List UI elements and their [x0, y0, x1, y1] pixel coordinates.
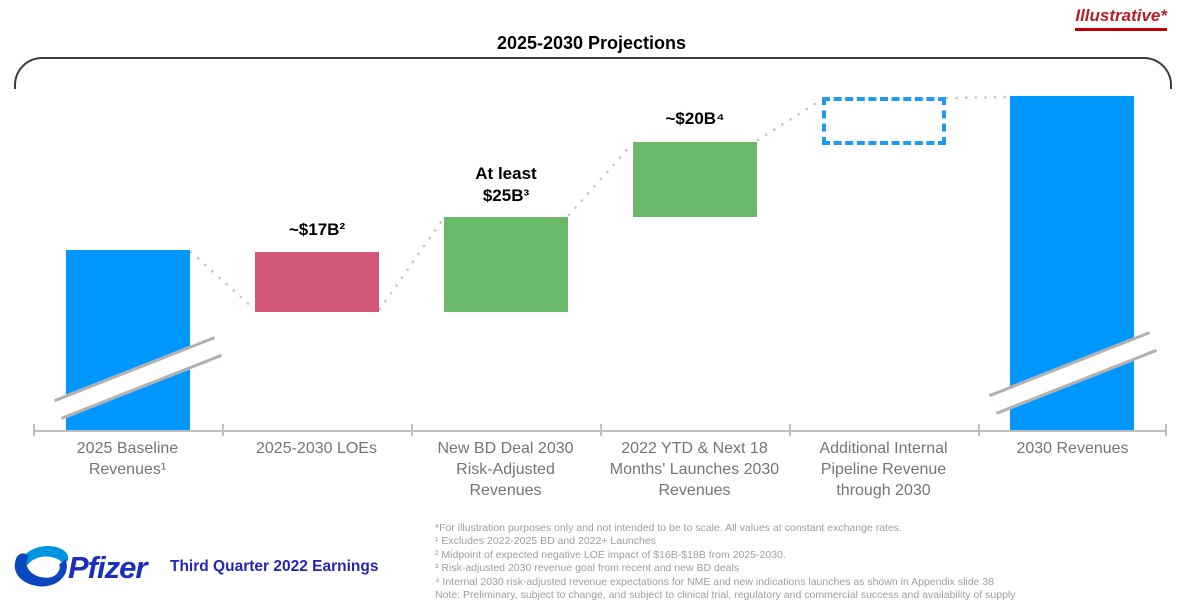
value-label-bd-deal-line2: $25B³: [482, 186, 530, 205]
pfizer-logo-icon: [14, 545, 69, 587]
axis-tick: [411, 424, 413, 436]
footnote: ² Midpoint of expected negative LOE impa…: [435, 548, 786, 561]
bar-new-bd-deal-revenues: [444, 217, 568, 312]
xlabel-loes: 2025-2030 LOEs: [222, 438, 411, 459]
value-label-launches: ~$20B⁴: [665, 109, 725, 128]
bar-2025-2030-loes: [255, 252, 379, 312]
pfizer-wordmark: Pfizer: [68, 550, 147, 585]
xlabel-text: 2022 YTD & Next 18 Months' Launches 2030…: [609, 440, 780, 499]
footnotes: *For illustration purposes only and not …: [435, 522, 1095, 602]
axis-tick: [978, 424, 980, 436]
axis-tick: [33, 424, 35, 436]
footnote: *For illustration purposes only and not …: [435, 522, 902, 534]
xlabel-pipeline: Additional Internal Pipeline Revenue thr…: [789, 438, 978, 501]
xlabel-text: 2025-2030 LOEs: [256, 440, 377, 457]
footnote: ⁴ Internal 2030 risk-adjusted revenue ex…: [435, 575, 995, 588]
earnings-tagline: Third Quarter 2022 Earnings: [170, 558, 379, 575]
axis-tick: [789, 424, 791, 436]
illustrative-label: Illustrative*: [1075, 6, 1167, 25]
illustrative-tag: Illustrative*: [1075, 6, 1167, 31]
xlabel-bd-deal: New BD Deal 2030 Risk-Adjusted Revenues: [411, 438, 600, 501]
pfizer-logo: Pfizer: [10, 540, 147, 596]
footnote: ¹ Excludes 2022-2025 BD and 2022+ Launch…: [435, 535, 656, 548]
illustrative-underline: [1075, 28, 1167, 31]
value-label-bd-deal: At least $25B³: [444, 163, 568, 207]
xlabel-text: 2030 Revenues: [1016, 440, 1129, 457]
axis-tick: [1165, 424, 1167, 436]
xlabel-2025-baseline: 2025 Baseline Revenues¹: [33, 438, 222, 480]
chart-title: 2025-2030 Projections: [496, 33, 687, 53]
axis-tick: [600, 424, 602, 436]
xlabel-2030-revenues: 2030 Revenues: [978, 438, 1167, 459]
axis-tick: [222, 424, 224, 436]
bar-additional-pipeline-dashed: [822, 97, 946, 145]
value-label-bd-deal-line1: At least: [475, 164, 537, 183]
bar-launches-2030-revenues: [633, 142, 757, 217]
projection-bracket: [14, 57, 1172, 89]
xlabel-text: Additional Internal Pipeline Revenue thr…: [819, 440, 948, 499]
footnote: Note: Preliminary, subject to change, an…: [435, 589, 1016, 602]
xlabel-text: New BD Deal 2030 Risk-Adjusted Revenues: [437, 440, 574, 499]
xlabel-launches: 2022 YTD & Next 18 Months' Launches 2030…: [600, 438, 789, 501]
footnote: ³ Risk-adjusted 2030 revenue goal from r…: [435, 562, 740, 575]
value-label-loes: ~$17B²: [288, 220, 346, 239]
xlabel-text: 2025 Baseline Revenues¹: [76, 440, 179, 478]
